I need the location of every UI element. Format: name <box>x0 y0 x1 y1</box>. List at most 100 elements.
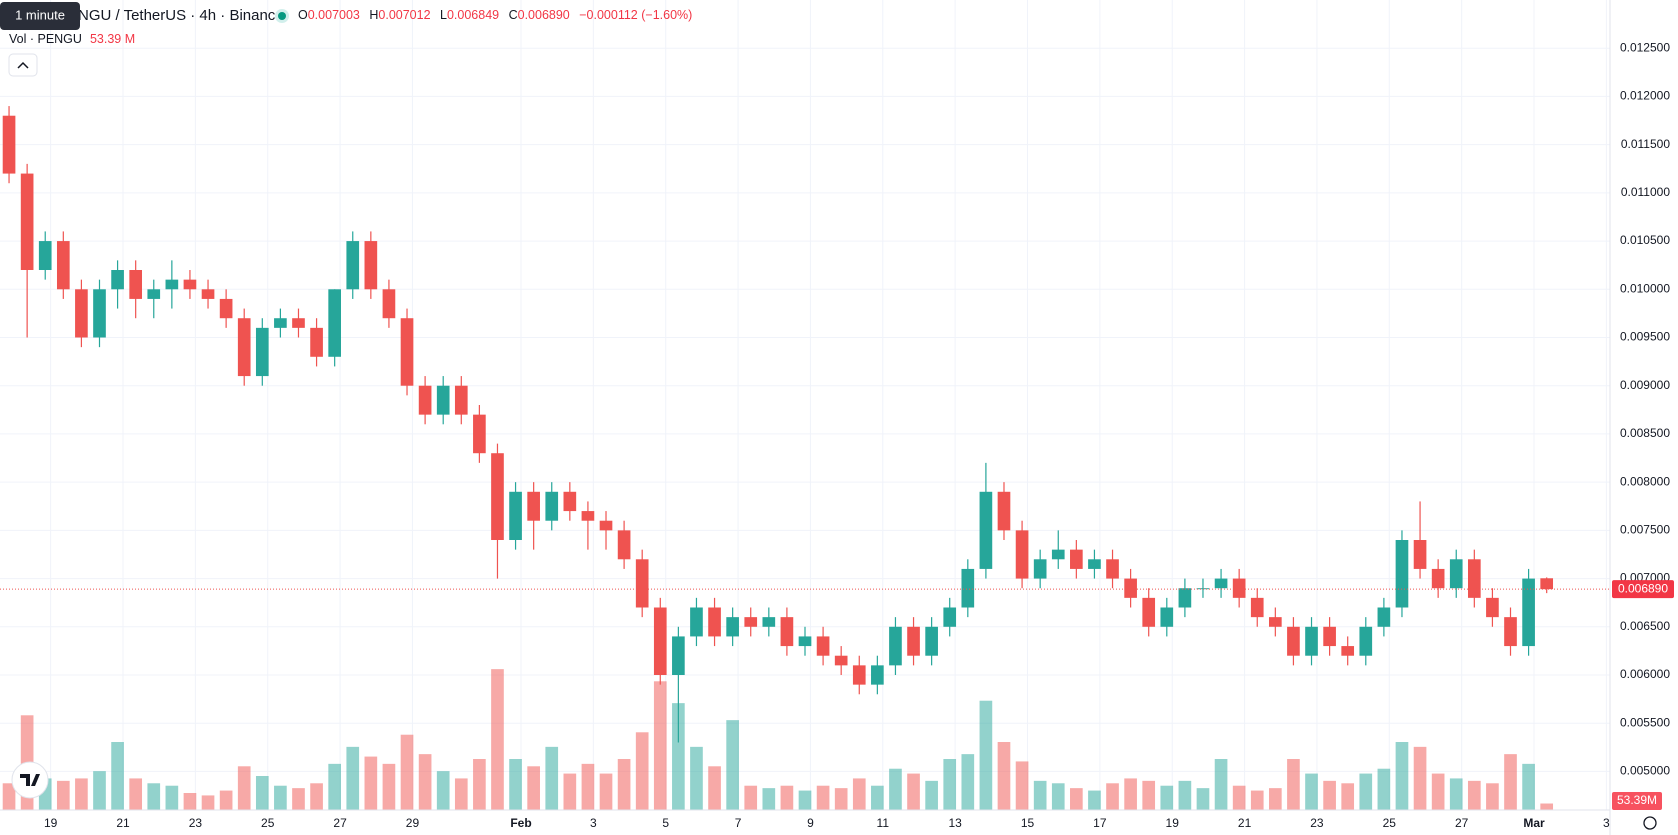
candle-body <box>274 318 287 328</box>
candle-body <box>1232 578 1246 598</box>
candle-body <box>527 491 540 521</box>
candle-body <box>1269 617 1282 627</box>
candle-body <box>852 665 866 685</box>
ohlc-value: 0.007003 <box>308 8 360 22</box>
volume-bar <box>400 734 414 810</box>
candle-body <box>38 241 52 270</box>
candle-body <box>1323 626 1336 647</box>
x-tick-label: 9 <box>807 816 814 830</box>
volume-bar <box>1160 785 1174 810</box>
last-price-box <box>1612 580 1674 599</box>
volume-bar <box>1305 773 1318 810</box>
volume-bar <box>834 788 848 810</box>
candle-body <box>1106 559 1119 579</box>
x-tick-label: 7 <box>735 816 742 830</box>
status-dot <box>278 12 286 20</box>
volume-bar <box>708 766 721 810</box>
candle-body <box>1449 559 1463 589</box>
volume-bar <box>1486 783 1499 810</box>
volume-bar <box>473 759 486 810</box>
candle-body <box>997 491 1011 531</box>
candle-body <box>1196 588 1210 590</box>
y-tick-label: 0.009500 <box>1620 330 1670 344</box>
volume-bar <box>1504 754 1517 810</box>
last-price-label: 0.006890 <box>1618 581 1668 595</box>
volume-bar <box>1431 773 1445 810</box>
volume-bar <box>509 759 522 810</box>
last-volume-label: 53.39M <box>1617 793 1657 807</box>
candle-body <box>1070 549 1083 569</box>
volume-bar <box>907 773 920 810</box>
candle-body <box>798 636 812 647</box>
volume-bar <box>527 766 540 810</box>
volume-bar <box>617 759 631 810</box>
candle-body <box>1142 597 1156 627</box>
symbol: PENGU / TetherUS · 4h · Binance <box>58 7 284 24</box>
ohlc-value: 0.006849 <box>447 8 499 22</box>
candle-body <box>93 289 106 338</box>
change: −0.000112 (−1.60%) <box>579 8 692 22</box>
y-tick-label: 0.006000 <box>1620 667 1670 681</box>
volume-bar <box>635 732 649 810</box>
candle-body <box>346 241 360 290</box>
y-tick-label: 0.008000 <box>1620 474 1670 488</box>
volume-bar <box>1287 759 1300 810</box>
volume-title: Vol · PENGU <box>9 32 82 46</box>
volume-bar <box>491 669 504 810</box>
x-tick-label: 23 <box>189 816 203 830</box>
volume-bar <box>997 742 1011 810</box>
candle-body <box>690 607 703 637</box>
x-tick-label: 23 <box>1310 816 1324 830</box>
x-tick-label: 19 <box>1166 816 1180 830</box>
y-tick-label: 0.007500 <box>1620 523 1670 537</box>
volume-bar <box>328 763 341 810</box>
candle-body <box>1124 578 1137 598</box>
volume-bar <box>1214 759 1228 810</box>
tooltip <box>0 2 80 30</box>
candle-body <box>56 241 70 290</box>
x-tick-label: 19 <box>44 816 58 830</box>
candle-body <box>1160 607 1174 627</box>
y-tick-label: 0.010500 <box>1620 233 1670 247</box>
candle-body <box>1178 588 1192 608</box>
volume-bar <box>690 746 703 810</box>
last-volume-box <box>1612 792 1662 810</box>
candle-body <box>1540 578 1554 590</box>
volume-bar <box>1522 763 1535 810</box>
candle-body <box>454 385 468 415</box>
volume-bar <box>1142 780 1156 810</box>
volume-bar <box>75 778 88 810</box>
volume-bar <box>1196 788 1210 810</box>
volume-bar <box>346 746 360 810</box>
x-tick-label: 25 <box>261 816 275 830</box>
candle-body <box>165 279 179 290</box>
candle-body <box>762 617 776 627</box>
settings-icon[interactable] <box>1643 816 1657 830</box>
candle-body <box>1088 559 1101 569</box>
x-tick-label: 3 <box>1603 816 1610 830</box>
candle-body <box>328 289 341 357</box>
candle-body <box>871 665 884 685</box>
volume-bar <box>744 785 758 810</box>
x-tick-label: 21 <box>116 816 130 830</box>
candle-body <box>1305 626 1318 656</box>
candle-body <box>20 173 34 270</box>
volume-bar <box>1070 788 1083 810</box>
ohlc-key: C <box>509 8 518 22</box>
volume-pane <box>2 669 1554 810</box>
candle-body <box>1467 559 1481 598</box>
x-tick-label: 17 <box>1093 816 1107 830</box>
volume-bar <box>581 763 595 810</box>
collapse-button[interactable] <box>8 53 38 77</box>
candle-body <box>1377 607 1391 627</box>
volume-bar <box>93 771 106 810</box>
volume-bar <box>961 754 975 810</box>
volume-bar <box>1250 790 1264 810</box>
x-tick-label: 21 <box>1238 816 1252 830</box>
candle-body <box>889 626 902 666</box>
y-tick-label: 0.006500 <box>1620 619 1670 633</box>
candle-body <box>653 607 667 675</box>
x-tick-label: Feb <box>510 816 531 830</box>
y-tick-label: 0.011000 <box>1621 185 1670 199</box>
